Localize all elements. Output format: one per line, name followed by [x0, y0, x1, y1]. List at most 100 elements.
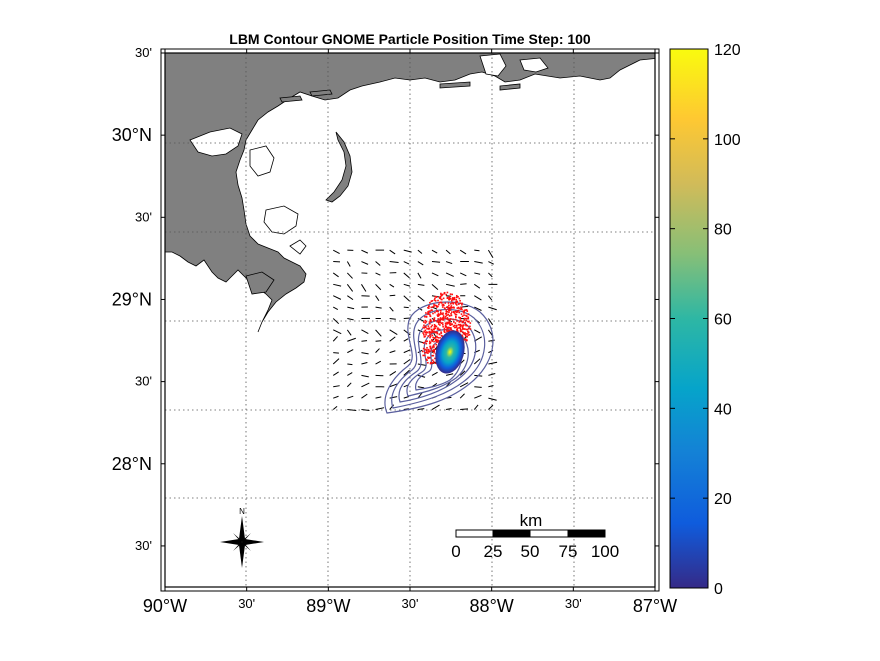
particle	[456, 328, 459, 330]
particle	[440, 301, 442, 304]
particle	[456, 300, 459, 303]
particle	[435, 338, 437, 341]
current-vector	[333, 283, 342, 287]
particle	[436, 328, 439, 330]
particle	[454, 310, 457, 313]
current-vector	[445, 249, 451, 255]
particle	[447, 326, 450, 329]
current-vector	[403, 283, 411, 287]
current-vector	[403, 295, 410, 302]
particle	[458, 316, 460, 319]
particle	[439, 318, 441, 320]
particle	[425, 342, 428, 345]
particle	[458, 326, 461, 329]
particle	[457, 295, 459, 298]
particle	[444, 302, 447, 304]
particle	[456, 301, 458, 304]
particle	[449, 297, 452, 300]
current-vector	[375, 360, 382, 365]
x-tick-label: 30'	[565, 596, 582, 611]
particle	[456, 320, 458, 322]
particle	[462, 328, 465, 330]
current-vector	[332, 249, 340, 255]
particle	[441, 335, 443, 337]
y-tick-label: 30'	[135, 209, 152, 224]
particle	[444, 307, 446, 310]
particle	[441, 294, 443, 297]
particle	[433, 328, 435, 331]
current-vector	[346, 261, 351, 267]
particle	[432, 312, 434, 315]
current-vector	[403, 272, 410, 279]
particle	[447, 318, 449, 321]
current-vector	[431, 404, 440, 410]
particle	[454, 302, 457, 304]
particle	[429, 318, 432, 321]
particle	[424, 326, 427, 328]
particle	[463, 317, 466, 320]
current-vector	[417, 272, 422, 279]
current-vector	[375, 261, 381, 266]
particle	[434, 331, 437, 334]
y-axis-ticks: 30' 30°N 30' 29°N 30' 28°N 30'	[112, 45, 659, 553]
particle	[434, 325, 437, 327]
particle	[445, 322, 447, 325]
particle	[464, 321, 467, 324]
particle	[448, 320, 450, 323]
particle	[457, 323, 460, 326]
current-vector	[361, 409, 370, 411]
particle	[426, 346, 428, 349]
particle	[442, 318, 445, 321]
particle	[429, 340, 431, 343]
particle	[447, 307, 450, 309]
particle	[438, 301, 441, 304]
particle	[433, 348, 435, 351]
particle	[434, 297, 436, 300]
current-vector	[431, 272, 439, 277]
particle	[462, 327, 464, 329]
particle	[439, 313, 441, 316]
particle	[425, 316, 428, 318]
particle	[434, 327, 437, 330]
particle	[456, 329, 458, 331]
current-vector	[474, 249, 480, 252]
particle	[462, 310, 465, 313]
particle	[439, 296, 442, 298]
current-vector	[403, 369, 410, 376]
particle	[423, 327, 426, 329]
particle	[422, 332, 425, 334]
particle	[448, 296, 451, 299]
particle	[428, 310, 430, 313]
particle	[461, 334, 464, 337]
current-vector	[389, 383, 398, 388]
current-vector	[417, 249, 423, 254]
particle	[427, 357, 430, 360]
current-vector	[487, 318, 494, 326]
particle	[444, 317, 447, 319]
particle	[429, 315, 432, 318]
particle	[431, 334, 434, 337]
particle	[450, 327, 452, 329]
particle	[432, 354, 435, 357]
particle	[448, 298, 450, 300]
current-vector	[361, 249, 369, 254]
current-vector	[474, 295, 482, 301]
particle	[464, 309, 467, 311]
particle	[425, 351, 428, 354]
x-tick-label: 88°W	[470, 596, 514, 616]
particle	[425, 358, 428, 361]
y-tick-label: 30'	[135, 374, 152, 389]
particle	[429, 345, 431, 348]
particle	[435, 340, 438, 342]
particle	[458, 297, 461, 300]
current-vector	[417, 363, 427, 366]
particle	[437, 305, 439, 308]
particle	[422, 326, 425, 329]
particle	[465, 338, 467, 341]
x-tick-label: 87°W	[633, 596, 677, 616]
particle	[425, 332, 428, 334]
particle	[437, 336, 440, 339]
current-vector	[375, 272, 381, 276]
particle	[431, 324, 434, 327]
concentration-core	[435, 330, 465, 374]
